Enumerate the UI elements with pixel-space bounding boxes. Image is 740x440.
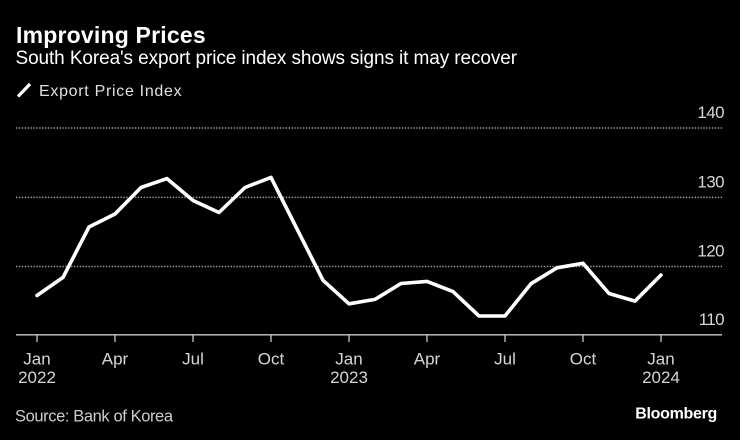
svg-text:South Korea's export price ind: South Korea's export price index shows s…: [16, 48, 518, 69]
svg-text:Apr: Apr: [414, 349, 441, 368]
svg-text:Jul: Jul: [182, 349, 204, 368]
svg-text:Apr: Apr: [102, 349, 129, 368]
svg-text:110: 110: [699, 310, 724, 329]
svg-text:Jan: Jan: [647, 349, 674, 368]
svg-text:Source: Bank of Korea: Source: Bank of Korea: [15, 408, 174, 426]
svg-text:Jan: Jan: [23, 349, 50, 368]
svg-text:130: 130: [697, 173, 724, 192]
svg-text:Export Price Index: Export Price Index: [39, 83, 182, 100]
svg-text:2022: 2022: [18, 368, 56, 387]
svg-text:120: 120: [697, 242, 724, 261]
svg-text:140: 140: [697, 103, 724, 122]
svg-text:Jan: Jan: [335, 349, 362, 368]
svg-text:Jul: Jul: [494, 349, 516, 368]
svg-text:Bloomberg: Bloomberg: [635, 406, 717, 423]
svg-text:2023: 2023: [330, 368, 368, 387]
svg-text:Improving Prices: Improving Prices: [16, 22, 206, 48]
svg-text:2024: 2024: [642, 368, 680, 387]
svg-text:Oct: Oct: [570, 349, 597, 368]
svg-text:Oct: Oct: [258, 349, 285, 368]
